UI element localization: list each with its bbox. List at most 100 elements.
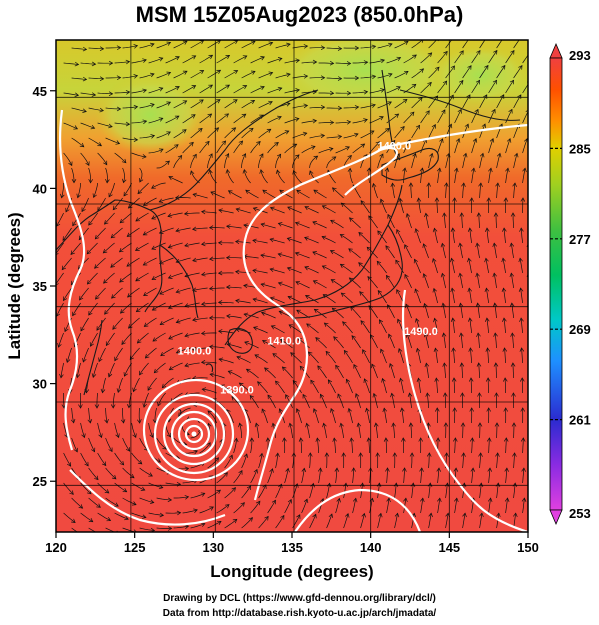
- streamline-arrowhead: [129, 473, 135, 479]
- streamline-arrowhead: [159, 512, 165, 518]
- streamline: [58, 332, 64, 348]
- streamline-arrowhead: [191, 346, 197, 352]
- streamline: [376, 261, 387, 274]
- streamline-arrowhead: [399, 407, 405, 413]
- streamline: [358, 232, 370, 244]
- streamline: [261, 283, 276, 289]
- streamline: [445, 513, 449, 529]
- streamline: [512, 212, 514, 229]
- streamline-arrowhead: [261, 408, 266, 414]
- streamline: [173, 40, 188, 49]
- streamline-arrowhead: [383, 437, 389, 442]
- streamline: [360, 320, 370, 334]
- streamline-arrowhead: [321, 205, 327, 210]
- streamline-arrowhead: [487, 497, 493, 503]
- streamline: [283, 437, 286, 454]
- streamline-arrowhead: [354, 75, 360, 81]
- streamline-arrowhead: [366, 437, 372, 442]
- streamline-arrowhead: [382, 407, 388, 413]
- streamline-arrowhead: [151, 184, 156, 189]
- streamline: [257, 381, 268, 394]
- streamline-arrowhead: [136, 339, 142, 344]
- streamline-arrowhead: [191, 85, 197, 90]
- streamline-arrowhead: [119, 278, 124, 283]
- streamline: [373, 393, 378, 409]
- streamline: [302, 394, 310, 409]
- streamline: [337, 393, 344, 409]
- streamline-arrowhead: [476, 212, 482, 217]
- streamline-arrowhead: [217, 240, 223, 246]
- streamline-arrowhead: [454, 167, 459, 173]
- streamline-arrowhead: [89, 342, 95, 347]
- streamline-arrowhead: [462, 152, 468, 158]
- streamline: [275, 73, 291, 79]
- streamline: [114, 482, 127, 493]
- streamline-arrowhead: [252, 268, 257, 274]
- credit-drawing: Drawing by DCL (https://www.gfd-dennou.o…: [163, 593, 436, 604]
- streamline-arrowhead: [121, 340, 126, 345]
- streamline-arrowhead: [152, 337, 158, 342]
- streamline: [190, 99, 204, 109]
- streamline: [241, 485, 251, 499]
- streamline: [267, 87, 282, 94]
- streamline-arrowhead: [495, 452, 500, 457]
- streamline: [105, 167, 108, 183]
- streamline-arrowhead: [108, 447, 113, 453]
- streamline-arrowhead: [111, 294, 116, 299]
- streamline: [112, 317, 123, 330]
- streamline-arrowhead: [159, 260, 164, 265]
- streamline-arrowhead: [404, 70, 409, 75]
- streamline-arrowhead: [312, 59, 318, 65]
- streamline-arrowhead: [363, 60, 369, 65]
- streamline-arrowhead: [512, 452, 517, 457]
- streamline-arrowhead: [295, 408, 301, 413]
- streamline-arrowhead: [479, 512, 484, 518]
- streamline: [190, 170, 200, 184]
- streamline-arrowhead: [296, 189, 301, 195]
- streamline: [233, 55, 247, 64]
- streamline-arrowhead: [510, 212, 516, 217]
- streamline: [88, 107, 104, 112]
- streamline-arrowhead: [116, 106, 122, 112]
- streamline: [377, 153, 384, 169]
- streamline-arrowhead: [307, 452, 313, 457]
- streamline: [529, 333, 530, 348]
- streamline: [415, 318, 421, 334]
- streamline-arrowhead: [226, 313, 231, 319]
- streamline-arrowhead: [295, 117, 300, 122]
- streamline-arrowhead: [175, 289, 181, 294]
- streamline: [71, 437, 78, 453]
- streamline: [454, 80, 464, 94]
- streamline: [105, 77, 121, 79]
- streamline: [176, 317, 191, 323]
- streamline: [488, 468, 491, 484]
- streamline: [469, 318, 472, 334]
- streamline-arrowhead: [242, 85, 248, 90]
- streamline-arrowhead: [390, 392, 395, 398]
- streamline: [261, 312, 276, 319]
- streamline: [479, 153, 484, 169]
- streamline: [288, 324, 302, 334]
- streamline-arrowhead: [132, 387, 137, 393]
- streamline-arrowhead: [340, 292, 346, 297]
- streamline-arrowhead: [168, 366, 174, 371]
- streamline: [148, 87, 163, 94]
- streamline-arrowhead: [166, 101, 172, 106]
- streamline: [267, 116, 282, 124]
- streamline: [479, 513, 483, 529]
- streamline: [201, 242, 217, 245]
- streamline: [324, 322, 336, 334]
- streamline: [88, 212, 98, 226]
- streamline: [262, 340, 276, 349]
- colorbar-bottom-arrow: [549, 509, 563, 526]
- streamline: [254, 354, 268, 364]
- streamline-arrowhead: [264, 515, 269, 521]
- streamline-arrowhead: [320, 104, 326, 110]
- streamline: [261, 223, 276, 229]
- streamline-arrowhead: [468, 347, 473, 352]
- streamline: [139, 43, 155, 49]
- streamline: [437, 109, 446, 124]
- streamline: [437, 51, 448, 64]
- streamline: [80, 92, 96, 96]
- streamline-arrowhead: [313, 189, 318, 194]
